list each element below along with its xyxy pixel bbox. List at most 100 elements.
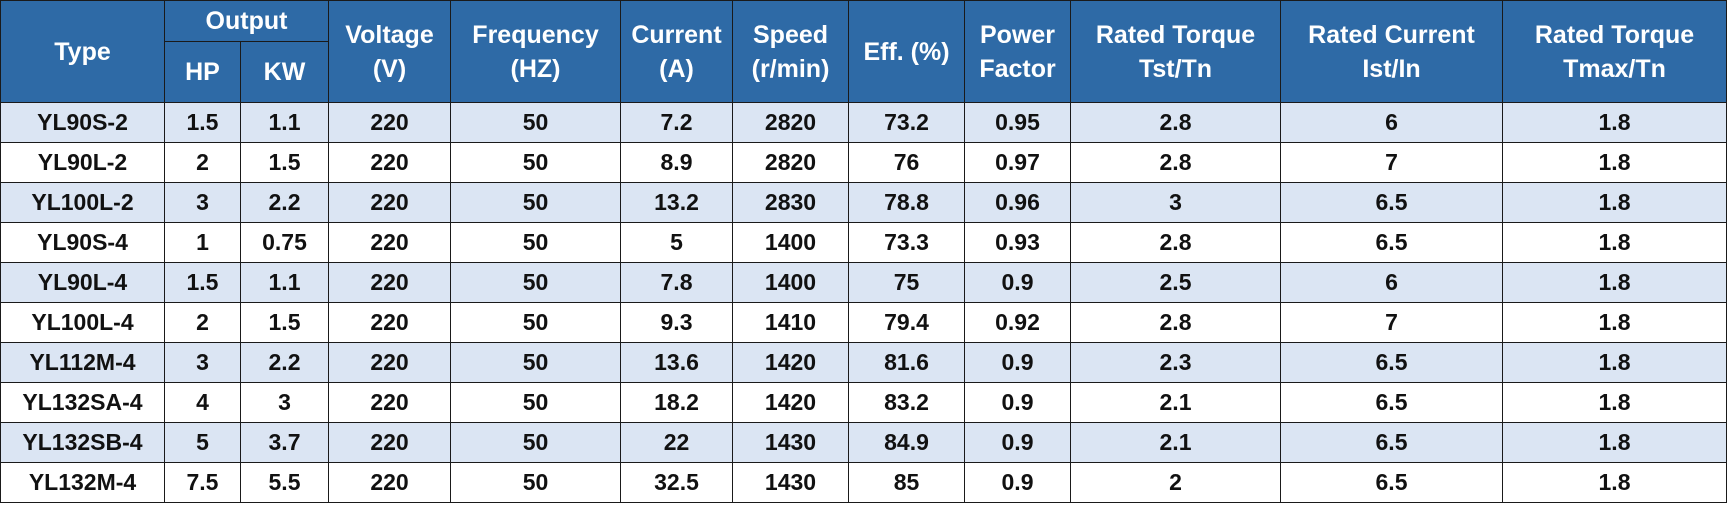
header-rated-torque-tmax: Rated Torque Tmax/Tn: [1502, 0, 1728, 103]
cell-rated-torque-tst: 2.1: [1070, 382, 1282, 423]
cell-voltage: 220: [328, 262, 452, 303]
cell-frequency: 50: [450, 382, 622, 423]
cell-kw: 2.2: [239, 342, 330, 383]
cell-type: YL132SB-4: [0, 422, 165, 463]
cell-rated-torque-tmax: 1.8: [1502, 142, 1728, 183]
header-frequency: Frequency (HZ): [450, 0, 622, 103]
cell-current: 5: [620, 222, 734, 263]
cell-hp: 1: [164, 222, 241, 263]
cell-hp: 7.5: [164, 462, 241, 503]
cell-frequency: 50: [450, 142, 622, 183]
header-voltage: Voltage (V): [328, 0, 452, 103]
cell-voltage: 220: [328, 222, 452, 263]
cell-type: YL132SA-4: [0, 382, 165, 423]
header-rated-torque-tst-line2: Tst/Tn: [1138, 54, 1213, 83]
cell-kw: 1.5: [239, 142, 330, 183]
header-current: Current (A): [620, 0, 734, 103]
header-rated-torque-tmax-line2: Tmax/Tn: [1563, 54, 1666, 83]
cell-rated-torque-tmax: 1.8: [1502, 302, 1728, 343]
cell-rated-torque-tst: 2.8: [1070, 222, 1282, 263]
header-rated-torque-tst-line1: Rated Torque: [1095, 20, 1256, 49]
cell-kw: 5.5: [239, 462, 330, 503]
cell-type: YL90S-4: [0, 222, 165, 263]
cell-rated-torque-tmax: 1.8: [1502, 382, 1728, 423]
cell-voltage: 220: [328, 462, 452, 503]
table-row: YL132SB-4 5 3.7 220 50 22 1430 84.9 0.9 2.1 6.5 1.8: [0, 422, 1728, 463]
cell-frequency: 50: [450, 182, 622, 223]
cell-rated-current: 6: [1280, 102, 1504, 143]
cell-hp: 1.5: [164, 262, 241, 303]
cell-current: 32.5: [620, 462, 734, 503]
cell-speed: 2820: [732, 142, 850, 183]
cell-hp: 2: [164, 142, 241, 183]
cell-kw: 0.75: [239, 222, 330, 263]
cell-voltage: 220: [328, 182, 452, 223]
cell-rated-current: 6: [1280, 262, 1504, 303]
cell-speed: 1400: [732, 262, 850, 303]
cell-type: YL100L-2: [0, 182, 165, 223]
cell-speed: 2820: [732, 102, 850, 143]
cell-efficiency: 78.8: [848, 182, 966, 223]
header-speed-line2: (r/min): [751, 54, 830, 83]
cell-frequency: 50: [450, 462, 622, 503]
cell-voltage: 220: [328, 102, 452, 143]
cell-rated-torque-tmax: 1.8: [1502, 342, 1728, 383]
header-kw: KW: [239, 41, 330, 103]
cell-rated-torque-tst: 3: [1070, 182, 1282, 223]
header-row-sub: HP KW: [1, 41, 1727, 103]
cell-voltage: 220: [328, 382, 452, 423]
cell-rated-torque-tst: 2.8: [1070, 302, 1282, 343]
cell-current: 7.8: [620, 262, 734, 303]
cell-voltage: 220: [328, 422, 452, 463]
cell-kw: 3.7: [239, 422, 330, 463]
cell-voltage: 220: [328, 342, 452, 383]
header-rated-current: Rated Current Ist/In: [1280, 0, 1504, 103]
cell-kw: 1.5: [239, 302, 330, 343]
header-output: Output: [163, 0, 330, 42]
cell-speed: 1420: [732, 342, 850, 383]
header-power-factor-line1: Power: [980, 20, 1056, 49]
cell-hp: 1.5: [164, 102, 241, 143]
header-type: Type: [0, 0, 165, 103]
header-current-line2: (A): [659, 54, 694, 83]
cell-voltage: 220: [328, 142, 452, 183]
table-row: YL100L-2 3 2.2 220 50 13.2 2830 78.8 0.96 3 6.5 1.8: [0, 182, 1728, 223]
cell-frequency: 50: [450, 262, 622, 303]
cell-efficiency: 79.4: [848, 302, 966, 343]
cell-rated-torque-tst: 2.8: [1070, 142, 1282, 183]
header-frequency-line1: Frequency: [472, 20, 599, 49]
cell-kw: 2.2: [239, 182, 330, 223]
cell-rated-torque-tmax: 1.8: [1502, 222, 1728, 263]
cell-rated-torque-tst: 2.1: [1070, 422, 1282, 463]
header-voltage-line1: Voltage: [345, 20, 434, 49]
header-speed-line1: Speed: [753, 20, 829, 49]
cell-rated-torque-tmax: 1.8: [1502, 102, 1728, 143]
cell-rated-torque-tmax: 1.8: [1502, 182, 1728, 223]
cell-efficiency: 75: [848, 262, 966, 303]
cell-current: 9.3: [620, 302, 734, 343]
header-rated-current-line2: Ist/In: [1362, 54, 1421, 83]
header-rated-torque-tst: Rated Torque Tst/Tn: [1070, 0, 1282, 103]
cell-speed: 1410: [732, 302, 850, 343]
table-row: YL132M-4 7.5 5.5 220 50 32.5 1430 85 0.9 2 6.5 1.8: [0, 462, 1728, 503]
cell-voltage: 220: [328, 302, 452, 343]
header-rated-torque-tmax-line1: Rated Torque: [1534, 20, 1695, 49]
cell-efficiency: 76: [848, 142, 966, 183]
motor-spec-table: Type Output Voltage (V) Frequency (HZ) C…: [0, 0, 1728, 503]
header-efficiency: Eff. (%): [848, 0, 966, 103]
cell-current: 7.2: [620, 102, 734, 143]
cell-type: YL100L-4: [0, 302, 165, 343]
cell-hp: 4: [164, 382, 241, 423]
cell-rated-current: 6.5: [1280, 182, 1504, 223]
cell-rated-current: 6.5: [1280, 382, 1504, 423]
cell-kw: 1.1: [239, 262, 330, 303]
cell-speed: 1400: [732, 222, 850, 263]
cell-hp: 3: [164, 342, 241, 383]
cell-power-factor: 0.9: [964, 342, 1072, 383]
cell-type: YL90L-4: [0, 262, 165, 303]
cell-rated-torque-tst: 2.8: [1070, 102, 1282, 143]
cell-speed: 2830: [732, 182, 850, 223]
header-power-factor-line2: Factor: [979, 54, 1056, 83]
cell-frequency: 50: [450, 302, 622, 343]
cell-rated-torque-tst: 2.5: [1070, 262, 1282, 303]
